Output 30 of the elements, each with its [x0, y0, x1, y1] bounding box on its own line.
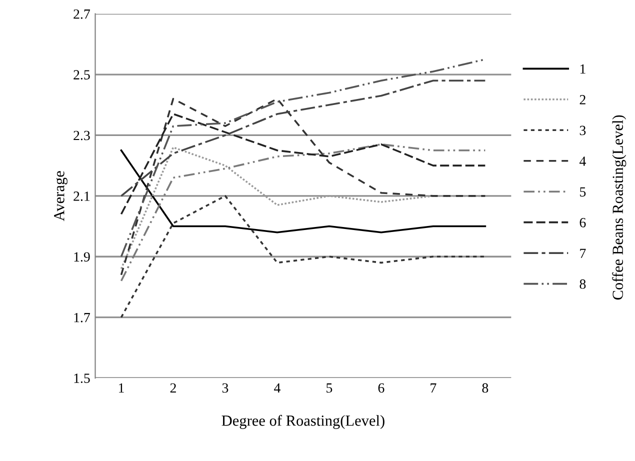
x-tick-label: 6	[378, 383, 384, 393]
legend-label: 7	[580, 248, 586, 258]
legend-title: Coffee Beans Roasting(Level)	[612, 115, 626, 300]
legend-label: 8	[580, 279, 586, 289]
y-tick-label: 2.7	[74, 9, 90, 19]
x-axis-title: Degree of Roasting(Level)	[222, 414, 384, 429]
y-axis-title: Average	[54, 171, 68, 222]
legend-label: 1	[580, 64, 586, 74]
x-tick-label: 3	[222, 383, 228, 393]
y-tick-label: 2.1	[74, 192, 90, 201]
line-series	[120, 80, 486, 197]
legend-label: 5	[580, 187, 586, 197]
y-tick-label: 1.5	[74, 374, 90, 384]
legend-label: 6	[580, 218, 586, 228]
x-tick-label: 5	[326, 383, 332, 393]
x-tick-label: 1	[118, 383, 124, 393]
x-tick-label: 4	[274, 383, 280, 393]
y-tick-label: 1.9	[74, 252, 90, 262]
legend-label: 3	[580, 126, 586, 136]
y-tick-label: 2.3	[74, 130, 90, 140]
line-series	[120, 113, 486, 216]
legend-label: 4	[580, 156, 586, 166]
x-tick-label: 7	[430, 383, 436, 393]
line-series	[120, 98, 486, 276]
line-series	[120, 195, 486, 318]
x-tick-label: 2	[170, 383, 176, 393]
legend-label: 2	[580, 95, 586, 104]
y-tick-label: 1.7	[74, 312, 90, 322]
x-tick-label: 8	[482, 383, 488, 393]
y-tick-label: 2.5	[74, 70, 90, 80]
